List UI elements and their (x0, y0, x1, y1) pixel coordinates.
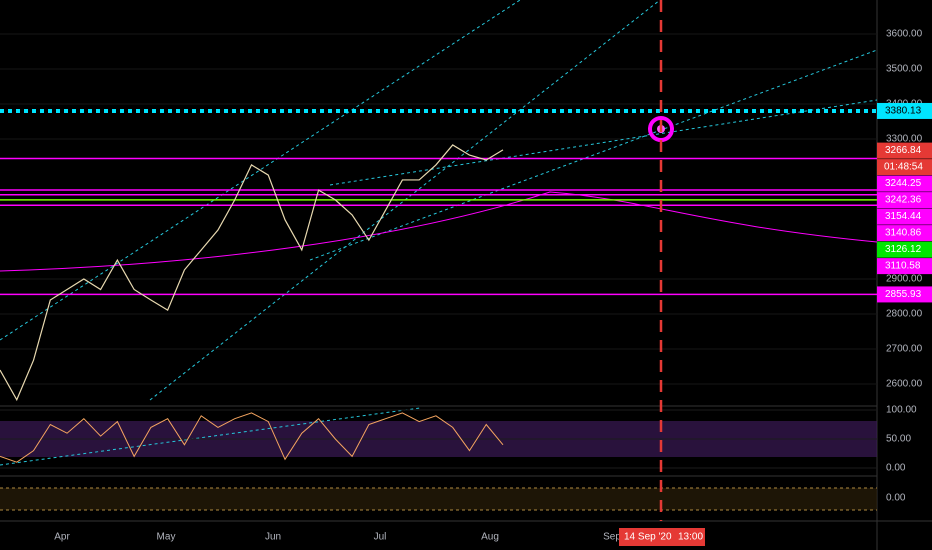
price-tag (877, 192, 932, 209)
price-tag-label: 3140.86 (885, 228, 922, 239)
x-tick-label: Jun (265, 532, 281, 543)
y-tick-label: 2700.00 (886, 344, 923, 355)
y-tick-label: 3500.00 (886, 64, 923, 75)
trendline (0, 407, 421, 466)
rsi-tick-label: 100.00 (886, 405, 917, 416)
price-tag-label: 3244.25 (885, 178, 922, 189)
y-tick-label: 2600.00 (886, 379, 923, 390)
cursor-time-tag (619, 528, 705, 546)
osc-band (0, 488, 877, 510)
cursor-date: 14 Sep '20 (624, 532, 672, 543)
x-tick-label: Apr (54, 532, 70, 543)
price-tag-label: 3110.58 (885, 261, 921, 272)
y-tick-label: 3600.00 (886, 29, 923, 40)
trendline (329, 99, 878, 186)
rsi-tick-label: 50.00 (886, 434, 911, 445)
cursor-time: 13:00 (678, 532, 703, 543)
price-tag-label: 3242.36 (885, 195, 922, 206)
osc-tick-label: 0.00 (886, 493, 906, 504)
rsi-tick-label: 0.00 (886, 463, 906, 474)
price-tag-label: 3266.84 (885, 145, 922, 156)
price-tag (877, 142, 932, 159)
trendline (309, 49, 878, 261)
price-tag-label: 3380.13 (885, 106, 922, 117)
x-tick-label: Jul (374, 532, 387, 543)
moving-average (0, 191, 878, 272)
price-tag-label: 2855.93 (885, 289, 922, 300)
price-line (0, 144, 504, 402)
trendline (0, 0, 521, 341)
y-tick-label: 2900.00 (886, 274, 923, 285)
x-tick-label: Sep (603, 532, 621, 543)
price-tag (877, 241, 932, 258)
y-tick-label: 2800.00 (886, 309, 923, 320)
y-tick-label: 3300.00 (886, 134, 923, 145)
price-tag (877, 225, 932, 242)
x-tick-label: May (157, 532, 176, 543)
countdown-tag (877, 159, 932, 176)
price-tag (877, 175, 932, 192)
price-tag-label: 3154.44 (885, 211, 922, 222)
rsi-line (0, 412, 504, 463)
price-tag (877, 286, 932, 303)
x-tick-label: Aug (481, 532, 499, 543)
price-tag (877, 208, 932, 225)
price-tag (877, 102, 932, 119)
price-tag (877, 258, 932, 275)
price-tag-label: 3126.12 (885, 244, 922, 255)
countdown: 01:48:54 (884, 162, 923, 173)
